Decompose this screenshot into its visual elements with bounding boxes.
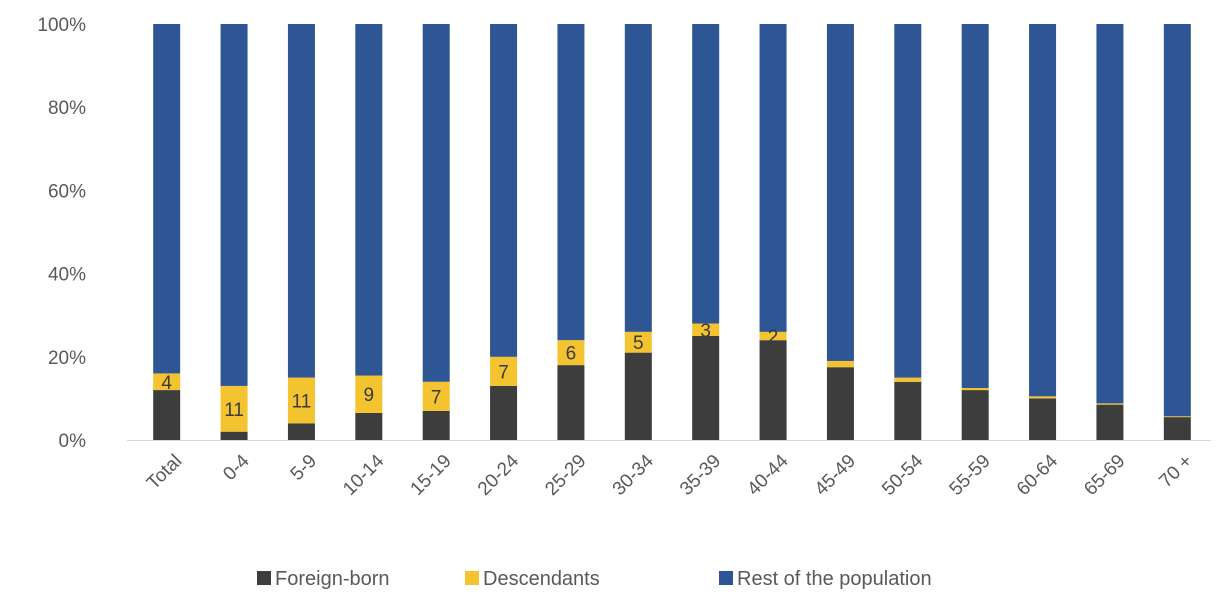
data-label: 4 bbox=[161, 373, 172, 394]
bar-segment-foreign-born bbox=[287, 423, 315, 440]
bar-segment-foreign-born bbox=[826, 367, 854, 440]
bar-segment-descendants bbox=[1163, 416, 1191, 418]
y-tick-label: 60% bbox=[48, 181, 86, 202]
bar-segment-descendants bbox=[153, 373, 181, 391]
bar-segment-rest-of-the-population bbox=[287, 24, 315, 378]
x-tick-label: 55-59 bbox=[946, 451, 995, 500]
y-tick-label: 20% bbox=[48, 348, 86, 369]
data-labels: 4 11 11 9 7 7 6 5 3 2 bbox=[161, 321, 778, 421]
bar-segment-rest-of-the-population bbox=[624, 24, 652, 332]
data-label: 9 bbox=[364, 385, 375, 406]
bar-segment-descendants bbox=[557, 340, 585, 366]
bar-segment-rest-of-the-population bbox=[355, 24, 383, 376]
data-label: 7 bbox=[498, 362, 509, 383]
legend: Foreign-born Descendants Rest of the popul… bbox=[257, 568, 932, 590]
bar-segment-foreign-born bbox=[153, 390, 181, 440]
x-tick-label: 70 + bbox=[1155, 451, 1196, 492]
bar-segment-foreign-born bbox=[1163, 417, 1191, 440]
bar-segment-rest-of-the-population bbox=[1163, 24, 1191, 417]
y-tick-label: 80% bbox=[48, 98, 86, 119]
x-tick-label: 30-34 bbox=[609, 450, 659, 500]
bar-segment-foreign-born bbox=[1029, 398, 1057, 440]
bar-segment-descendants bbox=[1029, 396, 1057, 399]
x-tick-label: 25-29 bbox=[541, 451, 590, 500]
bar-segment-descendants bbox=[287, 377, 315, 424]
bar-segment-foreign-born bbox=[894, 381, 922, 440]
legend-label: Descendants bbox=[483, 568, 600, 590]
legend-item-foreign-born: Foreign-born bbox=[257, 568, 390, 590]
bar-segment-descendants bbox=[624, 331, 652, 353]
bar-segment-descendants bbox=[1096, 403, 1124, 405]
bar-segment-descendants bbox=[961, 388, 989, 391]
data-label: 6 bbox=[566, 344, 577, 365]
bar-segment-rest-of-the-population bbox=[759, 24, 787, 332]
x-tick-label: 0-4 bbox=[219, 450, 254, 485]
y-axis: 0% 20% 40% 60% 80% 100% bbox=[37, 15, 86, 452]
bar-segment-foreign-born bbox=[220, 431, 248, 440]
bar-segment-foreign-born bbox=[422, 410, 450, 440]
legend-swatch bbox=[719, 571, 733, 585]
bar-segment-rest-of-the-population bbox=[220, 24, 248, 386]
data-label: 11 bbox=[224, 400, 244, 421]
legend-item-rest-of-the-population: Rest of the population bbox=[719, 568, 932, 590]
x-tick-label: 20-24 bbox=[474, 450, 524, 500]
x-axis: Total 0-4 5-9 10-14 15-19 20-24 25-29 30-34 35-3… bbox=[127, 440, 1211, 500]
bar-segment-foreign-born bbox=[692, 336, 720, 440]
bar-segment-rest-of-the-population bbox=[153, 24, 181, 374]
bar-segment-foreign-born bbox=[557, 365, 585, 440]
x-tick-label: 65-69 bbox=[1080, 451, 1129, 500]
bar-segment-rest-of-the-population bbox=[490, 24, 518, 357]
y-tick-label: 100% bbox=[37, 15, 86, 36]
bar-segment-foreign-born bbox=[1096, 404, 1124, 440]
bar-segment-rest-of-the-population bbox=[1029, 24, 1057, 397]
x-tick-label: 50-54 bbox=[878, 450, 928, 500]
bar-segment-foreign-born bbox=[961, 390, 989, 440]
bar-segment-descendants bbox=[355, 375, 383, 413]
bar-segment-descendants bbox=[220, 385, 248, 432]
bar-segment-foreign-born bbox=[355, 412, 383, 440]
bar-segment-descendants bbox=[894, 377, 922, 382]
x-tick-label: 35-39 bbox=[676, 451, 725, 500]
x-tick-label: 5-9 bbox=[287, 451, 321, 485]
legend-label: Rest of the population bbox=[737, 568, 932, 590]
bar-segment-foreign-born bbox=[490, 385, 518, 440]
legend-swatch bbox=[465, 571, 479, 585]
x-tick-label: 40-44 bbox=[743, 450, 793, 500]
x-tick-label: 10-14 bbox=[339, 450, 389, 500]
legend-label: Foreign-born bbox=[275, 568, 390, 590]
data-label: 5 bbox=[633, 333, 644, 354]
bar-segment-rest-of-the-population bbox=[1096, 24, 1124, 404]
data-label: 11 bbox=[292, 391, 312, 412]
bar-segment-rest-of-the-population bbox=[557, 24, 585, 341]
y-tick-label: 0% bbox=[59, 431, 87, 452]
data-label: 7 bbox=[431, 387, 442, 408]
bar-segment-foreign-born bbox=[759, 340, 787, 440]
bar-segment-rest-of-the-population bbox=[692, 24, 720, 324]
x-tick-label: Total bbox=[143, 451, 186, 494]
legend-swatch bbox=[257, 571, 271, 585]
bar-segment-descendants bbox=[826, 360, 854, 368]
bars bbox=[153, 24, 1191, 440]
bar-segment-descendants bbox=[490, 356, 518, 386]
bar-segment-rest-of-the-population bbox=[826, 24, 854, 361]
data-label: 2 bbox=[768, 327, 779, 348]
x-tick-label: 45-49 bbox=[811, 451, 860, 500]
x-tick-label: 60-64 bbox=[1013, 450, 1063, 500]
y-tick-label: 40% bbox=[48, 265, 86, 286]
bar-segment-rest-of-the-population bbox=[961, 24, 989, 388]
bar-segment-rest-of-the-population bbox=[894, 24, 922, 378]
bar-segment-rest-of-the-population bbox=[422, 24, 450, 382]
bar-segment-descendants bbox=[759, 331, 787, 341]
data-label: 3 bbox=[700, 321, 711, 342]
bar-segment-foreign-born bbox=[624, 352, 652, 440]
bar-segment-descendants bbox=[422, 381, 450, 411]
legend-item-descendants: Descendants bbox=[465, 568, 600, 590]
x-tick-label: 15-19 bbox=[407, 451, 456, 500]
bar-segment-descendants bbox=[692, 323, 720, 336]
